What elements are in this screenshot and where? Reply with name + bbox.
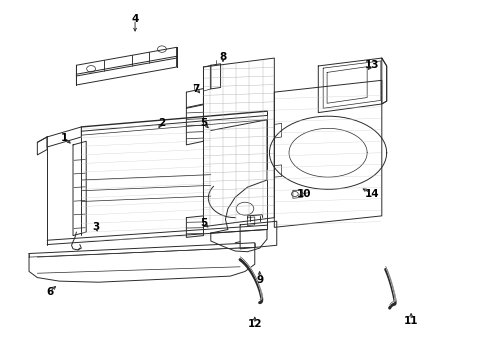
Text: 4: 4 xyxy=(131,14,139,24)
Text: 12: 12 xyxy=(247,319,262,329)
Text: 10: 10 xyxy=(296,189,311,199)
Text: 2: 2 xyxy=(158,118,166,128)
Text: 3: 3 xyxy=(92,222,99,232)
Text: 8: 8 xyxy=(220,52,227,62)
Text: 5: 5 xyxy=(200,218,207,228)
Text: 11: 11 xyxy=(404,316,418,325)
Text: 13: 13 xyxy=(365,59,379,69)
Text: 6: 6 xyxy=(46,287,53,297)
Text: 14: 14 xyxy=(365,189,379,199)
Text: 5: 5 xyxy=(200,118,207,128)
Text: 7: 7 xyxy=(193,84,200,94)
Text: 9: 9 xyxy=(256,275,263,285)
Text: 1: 1 xyxy=(61,133,68,143)
